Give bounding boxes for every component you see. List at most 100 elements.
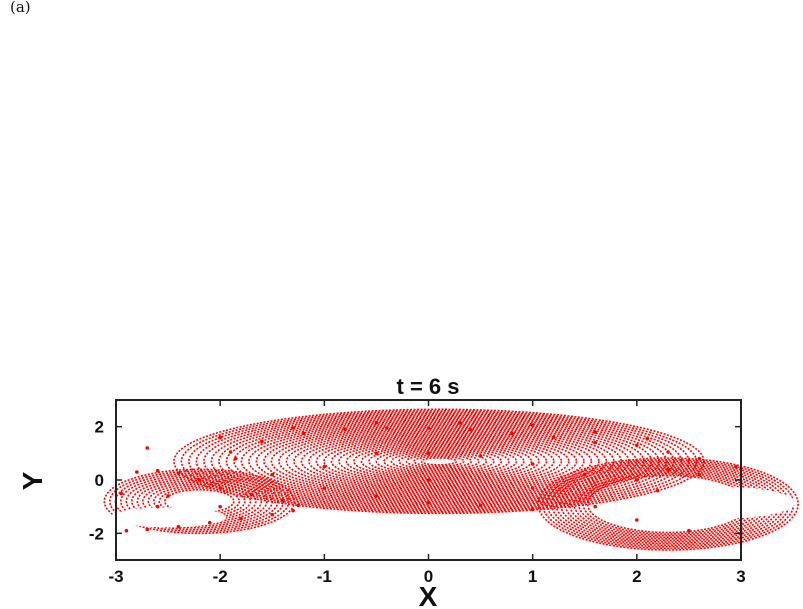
central-cloud-ring bbox=[248, 423, 630, 500]
left-cloud-ring bbox=[158, 487, 241, 516]
data-point bbox=[426, 426, 431, 430]
data-point bbox=[635, 443, 639, 448]
data-point bbox=[270, 472, 275, 477]
data-point bbox=[135, 470, 139, 474]
data-point bbox=[530, 462, 535, 466]
central-cloud-ring bbox=[270, 427, 608, 496]
data-point bbox=[239, 516, 243, 521]
y-axis: -2 0 2 bbox=[89, 418, 741, 543]
data-point bbox=[457, 420, 462, 425]
x-tick-label: -1 bbox=[317, 567, 332, 586]
data-point bbox=[233, 456, 238, 461]
x-tick-label: 2 bbox=[632, 567, 641, 586]
data-point bbox=[426, 478, 431, 482]
ring-layer bbox=[103, 408, 799, 551]
data-point bbox=[296, 503, 301, 508]
central-cloud-ring bbox=[285, 430, 593, 493]
data-point bbox=[322, 486, 327, 490]
data-point bbox=[207, 520, 212, 525]
central-cloud-ring bbox=[420, 457, 458, 466]
cloud-hole-0 bbox=[110, 507, 227, 528]
left-cloud-ring bbox=[142, 481, 257, 522]
data-point bbox=[197, 478, 202, 482]
x-axis: -3 -2 -1 0 1 2 3 bbox=[108, 400, 746, 586]
central-cloud-ring bbox=[405, 454, 473, 469]
data-point bbox=[145, 527, 150, 532]
central-cloud-ring bbox=[360, 445, 518, 478]
data-point bbox=[124, 528, 129, 533]
data-point bbox=[385, 426, 389, 430]
data-point bbox=[666, 450, 670, 454]
data-point bbox=[322, 464, 327, 469]
data-point bbox=[218, 504, 222, 509]
data-point bbox=[733, 464, 738, 469]
data-point bbox=[530, 486, 535, 490]
data-point bbox=[426, 500, 431, 505]
data-points bbox=[119, 420, 743, 536]
data-point bbox=[697, 456, 702, 461]
central-cloud-ring bbox=[413, 455, 465, 468]
data-point bbox=[374, 420, 379, 425]
x-tick-label: 0 bbox=[424, 567, 433, 586]
data-point bbox=[260, 439, 264, 444]
data-point bbox=[593, 504, 597, 509]
central-cloud-ring bbox=[323, 437, 555, 485]
cloud-hole-1 bbox=[645, 486, 796, 519]
central-cloud-ring bbox=[398, 452, 480, 470]
data-point bbox=[119, 491, 124, 496]
data-point bbox=[218, 486, 222, 490]
left-cloud-ring bbox=[164, 488, 235, 514]
data-point bbox=[687, 528, 691, 533]
data-point bbox=[301, 431, 306, 436]
central-cloud-ring bbox=[233, 420, 645, 503]
y-axis-label: Y bbox=[17, 471, 48, 490]
data-point bbox=[343, 427, 347, 432]
data-point bbox=[166, 494, 170, 498]
left-cloud-ring bbox=[109, 470, 290, 533]
central-cloud-ring bbox=[225, 418, 653, 504]
x-tick-label: -3 bbox=[108, 567, 123, 586]
y-tick-label: 0 bbox=[95, 471, 104, 490]
central-cloud-ring bbox=[278, 429, 600, 494]
central-cloud-ring bbox=[330, 439, 548, 484]
central-cloud-ring bbox=[383, 449, 495, 473]
data-point bbox=[155, 468, 160, 473]
central-cloud-ring bbox=[293, 432, 585, 491]
x-axis-label: X bbox=[419, 581, 438, 609]
data-point bbox=[530, 423, 535, 428]
central-cloud-ring bbox=[240, 421, 638, 501]
central-cloud-ring bbox=[263, 426, 615, 497]
plot-area bbox=[103, 399, 799, 561]
central-cloud-ring bbox=[390, 451, 488, 472]
data-point bbox=[478, 503, 483, 508]
data-point bbox=[218, 435, 222, 440]
central-cloud-ring bbox=[338, 440, 540, 482]
central-cloud-ring bbox=[255, 424, 623, 498]
x-tick-label: 1 bbox=[528, 567, 537, 586]
data-point bbox=[530, 507, 535, 512]
data-point bbox=[655, 488, 660, 493]
data-point bbox=[291, 508, 295, 513]
y-tick-label: -2 bbox=[89, 524, 104, 543]
central-cloud-ring bbox=[300, 433, 578, 490]
data-point bbox=[593, 440, 597, 445]
data-point bbox=[478, 454, 483, 458]
central-cloud-ring bbox=[375, 448, 503, 475]
y-tick-label: 2 bbox=[95, 418, 104, 437]
data-point bbox=[635, 518, 639, 522]
left-cloud-ring bbox=[120, 474, 279, 529]
data-point bbox=[645, 436, 650, 441]
x-tick-label: 3 bbox=[736, 567, 745, 586]
data-point bbox=[551, 435, 556, 440]
data-point bbox=[280, 498, 285, 502]
central-cloud-ring bbox=[315, 436, 563, 487]
right-cloud-ring bbox=[537, 457, 799, 551]
data-point bbox=[468, 427, 472, 432]
data-point bbox=[228, 450, 233, 454]
data-point bbox=[510, 431, 514, 436]
data-point bbox=[270, 512, 275, 517]
chart-title: t = 6 s bbox=[397, 374, 460, 399]
x-tick-label: -2 bbox=[213, 567, 228, 586]
data-point bbox=[697, 472, 702, 477]
data-point bbox=[176, 471, 181, 476]
